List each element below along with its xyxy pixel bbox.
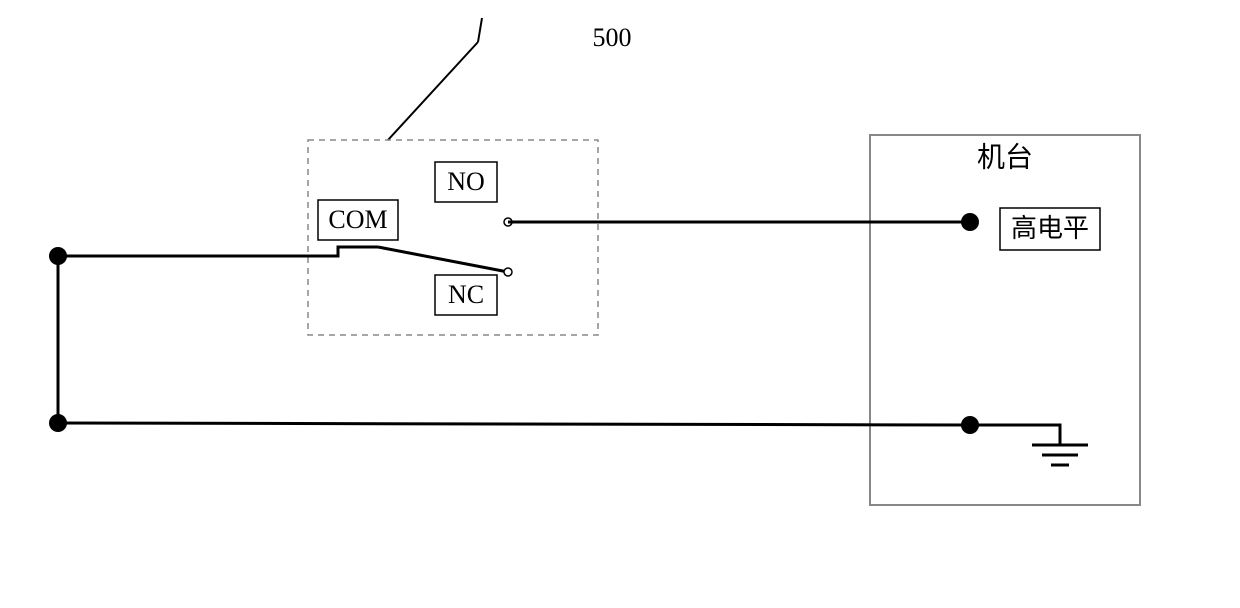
wire-com — [58, 247, 378, 256]
nc-box-label: NC — [448, 280, 484, 309]
machine-bottom-node — [961, 416, 979, 434]
machine-top-node — [961, 213, 979, 231]
machine-box — [870, 135, 1140, 505]
switch-arm — [378, 247, 508, 272]
wire-bottom — [58, 423, 970, 425]
com-box-label: COM — [328, 205, 387, 234]
ref-label: 500 — [593, 23, 632, 52]
nc-terminal — [504, 268, 512, 276]
no-box-label: NO — [447, 167, 485, 196]
left-top-node — [49, 247, 67, 265]
machine-title: 机台 — [977, 141, 1033, 173]
left-bottom-node — [49, 414, 67, 432]
level-label: 高电平 — [1011, 214, 1089, 243]
